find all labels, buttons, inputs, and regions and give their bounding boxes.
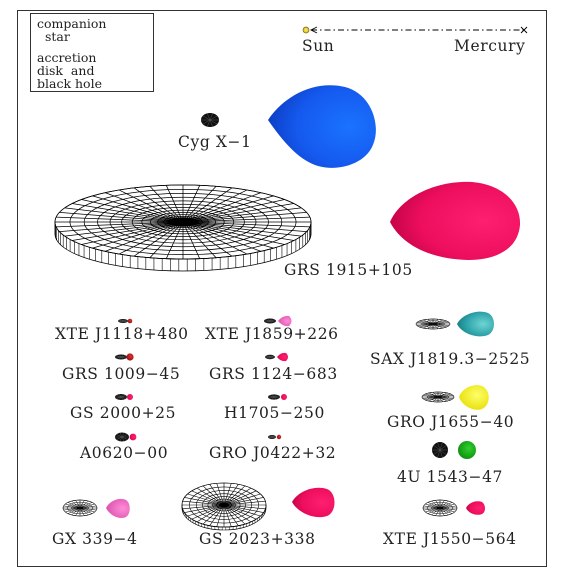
grs-1915-disk xyxy=(54,184,312,272)
gro-j0422-label: GRO J0422+32 xyxy=(209,444,337,462)
gx-339-label: GX 339−4 xyxy=(52,530,138,548)
gro-j1655-star xyxy=(459,385,489,410)
gs-2000-star xyxy=(127,394,133,400)
h1705-star xyxy=(281,394,287,400)
gs-2023-disk xyxy=(181,482,267,531)
gro-j0422-disk xyxy=(268,434,276,440)
cyg-x1-companion-star xyxy=(268,85,376,168)
xte-j1550-label: XTE J1550−564 xyxy=(383,530,517,548)
mercury-label: Mercury xyxy=(454,37,526,55)
legend-disk-label: accretion disk and black hole xyxy=(37,50,102,91)
gro-j1655-label: GRO J1655−40 xyxy=(387,413,515,431)
gro-j1655-disk xyxy=(421,391,455,403)
xte-j1118-star xyxy=(127,318,133,324)
gs-2000-label: GS 2000+25 xyxy=(70,404,177,422)
a0620-star xyxy=(129,433,137,441)
gx-339-star xyxy=(106,498,130,518)
xte-j1859-label: XTE J1859+226 xyxy=(205,325,339,343)
gro-j0422-star xyxy=(276,434,282,440)
gs-2000-disk xyxy=(115,394,127,400)
grs-1124-star xyxy=(277,352,288,362)
a0620-disk xyxy=(115,432,129,442)
xte-j1859-star xyxy=(278,315,292,327)
sun-label: Sun xyxy=(302,37,335,55)
grs-1009-label: GRS 1009−45 xyxy=(62,365,181,383)
h1705-disk xyxy=(268,394,280,400)
h1705-label: H1705−250 xyxy=(224,404,325,422)
sun-icon xyxy=(302,26,310,34)
grs-1124-disk xyxy=(265,354,275,360)
legend-companion-label: companion star xyxy=(37,16,107,44)
xte-j1859-disk xyxy=(264,318,276,324)
xte-j1550-star xyxy=(466,501,485,515)
cyg-x1-disk xyxy=(201,113,219,127)
figure-frame xyxy=(17,10,547,567)
xte-j1550-disk xyxy=(422,499,458,517)
4u-1543-star xyxy=(458,441,476,459)
4u-1543-disk xyxy=(432,442,448,458)
sax-j1819-disk xyxy=(415,318,451,330)
scale-bar xyxy=(302,26,528,34)
grs-1009-star xyxy=(126,353,134,361)
grs-1124-label: GRS 1124−683 xyxy=(209,365,338,383)
grs-1915-companion-star xyxy=(390,181,521,260)
xte-j1118-label: XTE J1118+480 xyxy=(55,325,189,343)
grs-1915-label: GRS 1915+105 xyxy=(284,261,413,279)
sax-j1819-label: SAX J1819.3−2525 xyxy=(370,350,531,368)
4u-1543-label: 4U 1543−47 xyxy=(397,468,504,486)
grs-1009-disk xyxy=(115,354,127,360)
a0620-label: A0620−00 xyxy=(80,444,169,462)
sax-j1819-star xyxy=(457,311,494,337)
legend: companion star accretion disk and black … xyxy=(30,13,154,92)
gx-339-disk xyxy=(62,499,98,517)
gs-2023-star xyxy=(292,487,335,518)
xte-j1118-disk xyxy=(118,318,128,324)
gs-2023-label: GS 2023+338 xyxy=(199,530,316,548)
cyg-x1-label: Cyg X−1 xyxy=(178,133,252,151)
